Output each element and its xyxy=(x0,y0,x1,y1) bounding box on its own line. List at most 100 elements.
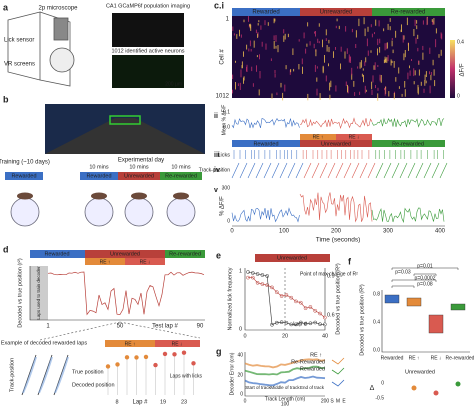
box-plot xyxy=(384,267,466,396)
label: 1 xyxy=(226,17,230,23)
heat-streak xyxy=(233,33,235,36)
heat-streak xyxy=(371,33,373,38)
heat-streak xyxy=(316,66,318,69)
heat-streak xyxy=(391,38,393,41)
label: Point of max change of R² xyxy=(300,271,358,277)
label: RE ↓ xyxy=(172,341,183,347)
heat-streak xyxy=(329,82,331,91)
heat-streak xyxy=(429,85,431,94)
panel-label: v xyxy=(214,187,218,194)
panel-label: c.i xyxy=(214,0,224,10)
heat-streak xyxy=(307,93,309,101)
decoded-pos xyxy=(38,356,53,394)
heat-streak xyxy=(395,77,397,82)
heat-streak xyxy=(345,26,347,32)
heat-streak xyxy=(253,40,255,48)
heat-streak xyxy=(414,70,416,76)
heat-streak xyxy=(398,67,400,74)
epoch-bar xyxy=(300,140,372,147)
heat-streak xyxy=(422,45,424,51)
epoch-bar xyxy=(80,172,118,180)
label: End of track xyxy=(300,385,325,390)
track-saw xyxy=(399,162,408,179)
heat-streak xyxy=(349,56,351,63)
label: Rewarded xyxy=(86,173,111,179)
track-saw xyxy=(431,162,440,179)
heat-streak xyxy=(354,92,356,96)
label: Rewarded xyxy=(11,173,36,179)
heat-streak xyxy=(358,18,360,27)
heat-streak xyxy=(232,74,234,79)
label: Laps used to train decoder xyxy=(36,266,41,320)
heat-streak xyxy=(357,66,359,69)
track-saw xyxy=(271,162,280,179)
panel-label: iii xyxy=(214,152,220,159)
heat-streak xyxy=(257,33,259,38)
heat-streak xyxy=(346,48,348,54)
label: Unrewarded xyxy=(321,141,351,147)
heat-streak xyxy=(302,66,303,74)
heat-streak xyxy=(371,81,373,90)
sme-line xyxy=(331,379,345,387)
heat-streak xyxy=(374,32,375,35)
heat-streak xyxy=(317,38,319,43)
label: p=0.01 xyxy=(417,263,433,269)
delta-dot xyxy=(411,385,417,391)
trace xyxy=(371,207,445,223)
track-saw xyxy=(319,162,328,179)
decoder-line xyxy=(47,271,205,316)
heat-streak xyxy=(243,51,244,57)
trace xyxy=(299,117,373,130)
heat-streak xyxy=(256,65,257,72)
error-plot xyxy=(244,357,345,387)
heat-streak xyxy=(400,29,402,33)
lap-dot xyxy=(115,362,120,367)
label: Decoded vs true position (R²) xyxy=(359,284,365,356)
heat-streak xyxy=(359,62,361,69)
epoch-bar xyxy=(232,8,300,16)
heat-streak xyxy=(365,57,367,63)
heat-streak xyxy=(329,94,331,100)
decoded-pos xyxy=(54,356,69,394)
label: RE ↑ xyxy=(313,134,324,140)
heat-streak xyxy=(415,37,417,44)
track-saw xyxy=(439,162,448,179)
heat-streak xyxy=(440,49,442,56)
track-saw xyxy=(279,162,288,179)
heat-streak xyxy=(377,87,379,91)
label: 40 xyxy=(237,352,243,358)
epoch-subbar xyxy=(105,340,155,347)
heat-streak xyxy=(293,68,295,72)
heat-streak xyxy=(429,47,431,54)
heat-streak xyxy=(384,43,386,51)
label: Rewarded xyxy=(381,355,404,361)
heat-streak xyxy=(389,18,391,22)
panel-label: f xyxy=(348,256,352,266)
fov-image-rois xyxy=(112,55,184,88)
sme-line xyxy=(331,357,345,365)
label: 100 xyxy=(279,229,290,235)
heat-streak xyxy=(375,19,377,26)
axes xyxy=(244,352,325,397)
label: True position xyxy=(72,369,104,375)
heat-streak xyxy=(390,59,392,66)
lap-dot xyxy=(153,362,158,368)
heat-streak xyxy=(240,69,242,78)
heat-streak xyxy=(418,69,420,76)
heat-streak xyxy=(424,80,426,86)
label: 0 xyxy=(244,398,247,404)
epoch-subbar xyxy=(125,258,165,265)
heat-streak xyxy=(249,40,251,47)
label: 20 xyxy=(282,333,288,339)
heat-streak xyxy=(243,76,245,81)
heat-streak xyxy=(384,88,386,96)
track-saw xyxy=(231,162,240,179)
heat-streak xyxy=(430,72,432,76)
epoch-bar xyxy=(118,172,160,180)
label: 23 xyxy=(181,399,187,405)
heat-streak xyxy=(433,69,435,76)
heat-streak xyxy=(407,72,409,80)
epoch-bar xyxy=(372,8,445,16)
track-saw xyxy=(351,162,360,179)
colorbar xyxy=(450,40,455,98)
